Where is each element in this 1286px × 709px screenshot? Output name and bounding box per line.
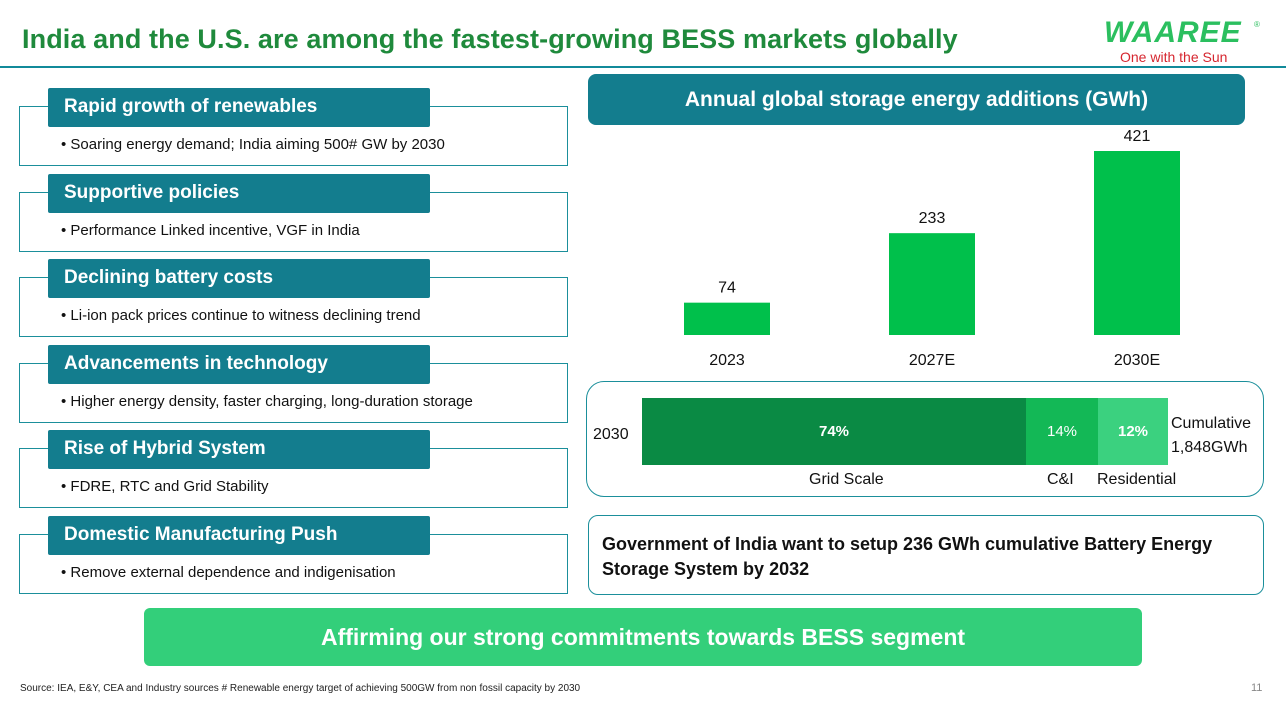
bar-2023	[684, 302, 770, 335]
chart-title: Annual global storage energy additions (…	[588, 74, 1245, 125]
segment-mix-panel: 2030 74% 14% 12% Grid Scale C&I Resident…	[586, 381, 1264, 497]
driver-heading: Domestic Manufacturing Push	[48, 516, 430, 555]
cumulative-value: 1,848GWh	[1171, 439, 1248, 456]
bar-2027e	[889, 233, 975, 335]
category-label: 2030E	[1114, 352, 1160, 369]
storage-additions-chart: 74 2023 233 2027E 421 2030E	[684, 128, 1180, 369]
driver-heading: Declining battery costs	[48, 259, 430, 298]
residential-label: Residential	[1097, 471, 1177, 488]
ci-label: C&I	[1047, 471, 1074, 488]
commitment-banner: Affirming our strong commitments towards…	[144, 608, 1142, 666]
category-label: 2023	[709, 352, 745, 369]
waaree-logo: WAAREE ® One with the Sun	[1100, 14, 1270, 66]
driver-heading: Rise of Hybrid System	[48, 430, 430, 469]
driver-bullet: • Higher energy density, faster charging…	[61, 393, 473, 410]
bar-2030e	[1094, 151, 1180, 335]
grid-scale-label: Grid Scale	[809, 471, 884, 488]
source-footnote: Source: IEA, E&Y, CEA and Industry sourc…	[20, 683, 581, 694]
driver-heading: Rapid growth of renewables	[48, 88, 430, 127]
driver-bullet: • Soaring energy demand; India aiming 50…	[61, 136, 445, 153]
cumulative-label: Cumulative	[1171, 415, 1252, 432]
driver-bullet: • FDRE, RTC and Grid Stability	[61, 478, 269, 495]
ci-segment: 14%	[1026, 398, 1098, 465]
category-label: 2027E	[909, 352, 955, 369]
residential-segment: 12%	[1098, 398, 1168, 465]
driver-heading: Supportive policies	[48, 174, 430, 213]
registered-mark: ®	[1254, 20, 1260, 29]
driver-heading: Advancements in technology	[48, 345, 430, 384]
cumulative-total: Cumulative 1,848GWh	[1171, 412, 1251, 460]
driver-bullet: • Performance Linked incentive, VGF in I…	[61, 222, 360, 239]
driver-bullet: • Li-ion pack prices continue to witness…	[61, 307, 421, 324]
mix-year: 2030	[593, 426, 629, 443]
logo-tagline: One with the Sun	[1120, 49, 1228, 65]
bar-value-label: 233	[919, 210, 946, 227]
logo-wordmark: WAAREE	[1104, 16, 1242, 49]
bar-value-label: 421	[1124, 128, 1151, 145]
page-title: India and the U.S. are among the fastest…	[22, 24, 958, 54]
title-divider	[0, 66, 1286, 68]
bar-value-label: 74	[718, 280, 736, 297]
government-target-note: Government of India want to setup 236 GW…	[588, 515, 1264, 595]
page-number: 11	[1251, 682, 1263, 694]
driver-bullet: • Remove external dependence and indigen…	[61, 564, 396, 581]
grid-scale-segment: 74%	[642, 398, 1026, 465]
